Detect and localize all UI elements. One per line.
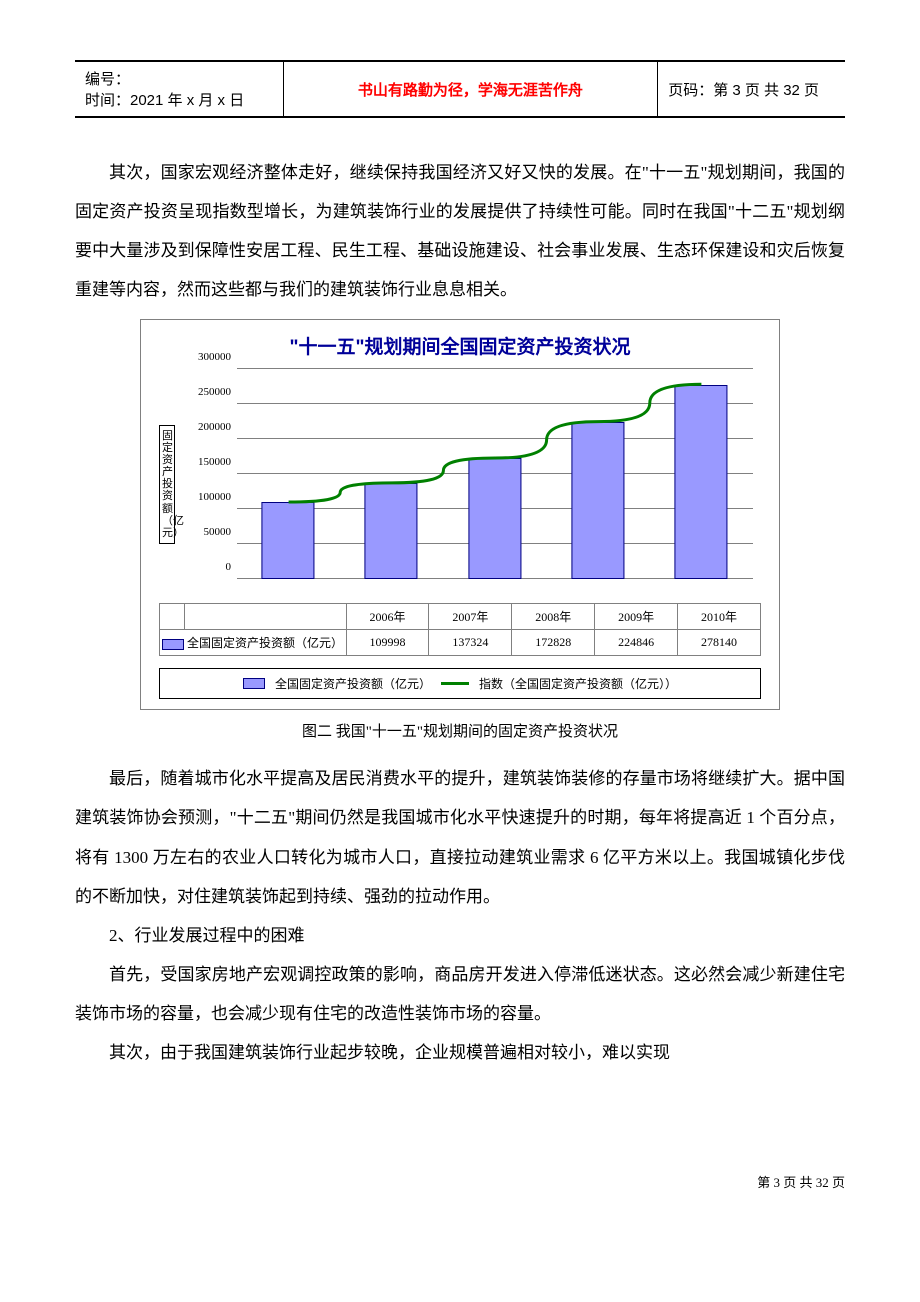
y-tick-label: 50000 xyxy=(181,526,231,538)
chart-data-table: 2006年 2007年 2008年 2009年 2010年 全国固定资产投资额（… xyxy=(159,603,761,656)
header-date: 时间：2021 年 x 月 x 日 xyxy=(85,89,273,110)
paragraph-3: 2、行业发展过程中的困难 xyxy=(75,916,845,955)
bar-swatch-icon xyxy=(243,678,265,689)
legend-series1: 全国固定资产投资额（亿元） xyxy=(275,675,431,692)
table-cat-3: 2009年 xyxy=(595,604,678,630)
chart-plot-row: 固定资产投资额（亿元） 0 50000 100000 150000 200000 2500… xyxy=(159,369,761,599)
row-label-text: 全国固定资产投资额（亿元） xyxy=(187,636,343,650)
body-text: 其次，国家宏观经济整体走好，继续保持我国经济又好又快的发展。在"十一五"规划期间… xyxy=(75,153,845,309)
y-tick-label: 150000 xyxy=(181,456,231,468)
bar-swatch-icon xyxy=(162,639,184,650)
bar xyxy=(571,422,624,579)
paragraph-5: 其次，由于我国建筑装饰行业起步较晚，企业规模普遍相对较小，难以实现 xyxy=(75,1033,845,1072)
table-cat-1: 2007年 xyxy=(429,604,512,630)
bar xyxy=(674,385,727,580)
chart-legend: 全国固定资产投资额（亿元） 指数（全国固定资产投资额（亿元）） xyxy=(159,668,761,699)
table-val-4: 278140 xyxy=(678,630,761,656)
y-tick-label: 0 xyxy=(181,561,231,573)
chart-container: "十一五"规划期间全国固定资产投资状况 固定资产投资额（亿元） 0 50000 10… xyxy=(75,319,845,710)
bar-slot xyxy=(547,369,650,579)
bar-slot xyxy=(340,369,443,579)
header-right-cell: 页码：第 3 页 共 32 页 xyxy=(658,61,845,117)
paragraph-2: 最后，随着城市化水平提高及居民消费水平的提升，建筑装饰装修的存量市场将继续扩大。… xyxy=(75,759,845,915)
legend-series2: 指数（全国固定资产投资额（亿元）） xyxy=(479,675,677,692)
bar-slot xyxy=(443,369,546,579)
body-text-2: 最后，随着城市化水平提高及居民消费水平的提升，建筑装饰装修的存量市场将继续扩大。… xyxy=(75,759,845,1072)
table-row: 全国固定资产投资额（亿元） 109998 137324 172828 22484… xyxy=(160,630,761,656)
page-footer: 第 3 页 共 32 页 xyxy=(75,1172,845,1191)
page-header-table: 编号： 时间：2021 年 x 月 x 日 书山有路勤为径，学海无涯苦作舟 页码… xyxy=(75,60,845,118)
y-tick-label: 250000 xyxy=(181,386,231,398)
bar xyxy=(468,458,521,579)
table-val-0: 109998 xyxy=(346,630,429,656)
bar xyxy=(365,483,418,579)
table-cat-2: 2008年 xyxy=(512,604,595,630)
table-row: 2006年 2007年 2008年 2009年 2010年 xyxy=(160,604,761,630)
table-val-1: 137324 xyxy=(429,630,512,656)
plot-inner xyxy=(237,369,753,579)
header-left-cell: 编号： 时间：2021 年 x 月 x 日 xyxy=(75,61,283,117)
header-doc-id: 编号： xyxy=(85,68,273,89)
y-tick-label: 100000 xyxy=(181,491,231,503)
table-corner xyxy=(184,604,346,630)
table-val-3: 224846 xyxy=(595,630,678,656)
table-row-label: 全国固定资产投资额（亿元） xyxy=(160,630,347,656)
figure-caption: 图二 我国"十一五"规划期间的固定资产投资状况 xyxy=(75,720,845,741)
y-axis-label: 固定资产投资额（亿元） xyxy=(159,425,175,544)
paragraph-4: 首先，受国家房地产宏观调控政策的影响，商品房开发进入停滞低迷状态。这必然会减少新… xyxy=(75,955,845,1033)
table-corner-pad xyxy=(160,604,185,630)
bar-slot xyxy=(237,369,340,579)
table-val-2: 172828 xyxy=(512,630,595,656)
table-cat-4: 2010年 xyxy=(678,604,761,630)
plot-area: 050000100000150000200000250000300000 xyxy=(181,369,761,599)
y-tick-label: 200000 xyxy=(181,421,231,433)
bar xyxy=(262,502,315,579)
paragraph-1: 其次，国家宏观经济整体走好，继续保持我国经济又好又快的发展。在"十一五"规划期间… xyxy=(75,153,845,309)
table-cat-0: 2006年 xyxy=(346,604,429,630)
header-center-cell: 书山有路勤为径，学海无涯苦作舟 xyxy=(283,61,658,117)
y-tick-label: 300000 xyxy=(181,351,231,363)
y-axis-label-wrap: 固定资产投资额（亿元） xyxy=(159,369,175,599)
chart-title: "十一五"规划期间全国固定资产投资状况 xyxy=(159,332,761,359)
bars-row xyxy=(237,369,753,579)
trend-line-icon xyxy=(441,682,469,685)
bar-slot xyxy=(650,369,753,579)
chart-box: "十一五"规划期间全国固定资产投资状况 固定资产投资额（亿元） 0 50000 10… xyxy=(140,319,780,710)
